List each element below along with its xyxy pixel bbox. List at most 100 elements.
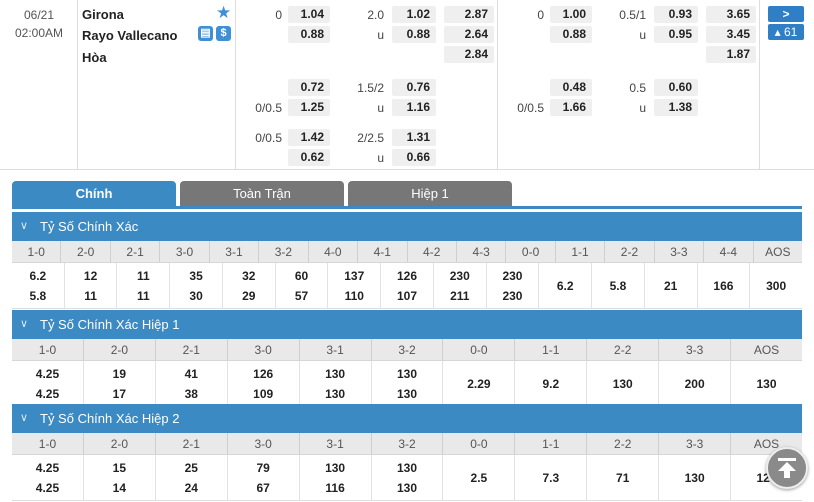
odds-cell[interactable]: 4.25 4.25 — [12, 361, 84, 406]
odds-cell[interactable]: 19 17 — [84, 361, 156, 406]
section-header[interactable]: ∨ Tỷ Số Chính Xác Hiệp 1 — [12, 310, 802, 339]
section-header[interactable]: ∨ Tỷ Số Chính Xác — [12, 212, 802, 241]
tab-full-match[interactable]: Toàn Trận — [180, 181, 344, 206]
odds-value: 130 — [684, 471, 705, 485]
odds-cell[interactable]: 0.62 — [288, 149, 330, 166]
total-line-value: u — [639, 101, 646, 115]
odds-cell[interactable]: 130 — [731, 361, 802, 406]
odds-cell[interactable]: 0.48 — [550, 79, 592, 96]
handicap-value: 0/0.5 — [255, 131, 282, 145]
next-arrow-button[interactable]: > — [768, 6, 804, 22]
chevron-down-icon[interactable]: ∨ — [20, 318, 29, 330]
odds-cell[interactable]: 1.04 — [288, 6, 330, 23]
star-icon[interactable]: ★ — [216, 3, 232, 22]
odds-value: 166 — [713, 279, 734, 293]
odds-cell[interactable]: 5.8 — [592, 263, 645, 308]
odds-value: 126 — [253, 367, 274, 381]
odds-cell[interactable]: 0.88 — [392, 26, 436, 43]
odds-cell[interactable]: 1.02 — [392, 6, 436, 23]
odds-value: 2.29 — [467, 377, 491, 391]
odds-cell[interactable]: 3.65 — [706, 6, 756, 23]
tab-first-half[interactable]: Hiệp 1 — [348, 181, 512, 206]
odds-cell[interactable]: 2.87 — [444, 6, 494, 23]
odds-cell[interactable]: 41 38 — [156, 361, 228, 406]
odds-cell[interactable]: 4.25 4.25 — [12, 455, 84, 500]
odds-cell[interactable]: 200 — [659, 361, 732, 406]
market-tabs: Chính Toàn Trận Hiệp 1 — [12, 181, 802, 209]
odds-cell[interactable]: 1.38 — [654, 99, 698, 116]
match-row: 06/21 02:00AM Girona Rayo Vallecano Hòa … — [0, 0, 814, 170]
more-markets-button[interactable]: ▴ 61 — [768, 24, 804, 40]
odds-cell[interactable]: 126 107 — [381, 263, 434, 308]
odds-cell[interactable]: 126 109 — [228, 361, 300, 406]
score-label: 3-3 — [659, 433, 732, 454]
odds-row: 0.88 u 0.88 2.64 — [236, 25, 498, 45]
odds-cell[interactable]: 21 — [645, 263, 698, 308]
odds-cell[interactable]: 6.2 5.8 — [12, 263, 65, 308]
odds-value: 107 — [396, 289, 418, 303]
odds-cell[interactable]: 300 — [750, 263, 802, 308]
odds-cell[interactable]: 1.87 — [706, 46, 756, 63]
odds-cell[interactable]: 32 29 — [223, 263, 276, 308]
odds-cell[interactable]: 130 130 — [300, 361, 372, 406]
chevron-down-icon[interactable]: ∨ — [20, 412, 29, 424]
odds-cell[interactable]: 2.84 — [444, 46, 494, 63]
odds-cell[interactable]: 11 11 — [117, 263, 171, 308]
chevron-down-icon[interactable]: ∨ — [20, 220, 29, 232]
score-header-row: 1-0 2-0 2-1 3-0 3-1 3-2 0-0 1-1 2-2 3-3 AOS — [12, 433, 802, 455]
odds-cell[interactable]: 0.93 — [654, 6, 698, 23]
away-team[interactable]: Rayo Vallecano — [82, 28, 178, 43]
odds-cell[interactable]: 137 110 — [328, 263, 382, 308]
odds-cell[interactable]: 230 211 — [434, 263, 487, 308]
odds-row: 0 1.00 0.5/1 0.93 3.65 — [498, 5, 760, 25]
odds-cell[interactable]: 1.31 — [392, 129, 436, 146]
odds-cell[interactable]: 0.72 — [288, 79, 330, 96]
odds-cell[interactable]: 60 57 — [276, 263, 329, 308]
section-title: Tỷ Số Chính Xác Hiệp 1 — [40, 317, 180, 332]
odds-cell[interactable]: 130 130 — [372, 361, 444, 406]
odds-cell[interactable]: 15 14 — [84, 455, 156, 500]
home-team[interactable]: Girona — [82, 7, 124, 22]
odds-cell[interactable]: 0.60 — [654, 79, 698, 96]
tab-main[interactable]: Chính — [12, 181, 176, 206]
odds-cell[interactable]: 0.66 — [392, 149, 436, 166]
correct-score-section: ∨ Tỷ Số Chính Xác 1-0 2-0 2-1 3-0 3-1 3-2 4-0 4-1… — [12, 212, 802, 309]
odds-value: 11 — [136, 269, 150, 283]
odds-cell[interactable]: 130 — [659, 455, 732, 500]
odds-cell[interactable]: 0.88 — [288, 26, 330, 43]
odds-cell[interactable]: 1.00 — [550, 6, 592, 23]
odds-cell[interactable]: 1.16 — [392, 99, 436, 116]
odds-cell[interactable]: 230 230 — [487, 263, 540, 308]
odds-cell[interactable]: 1.42 — [288, 129, 330, 146]
dollar-icon[interactable]: $ — [216, 26, 231, 41]
odds-cell[interactable]: 9.2 — [515, 361, 588, 406]
odds-cell[interactable]: 25 24 — [156, 455, 228, 500]
odds-cell[interactable]: 2.5 — [443, 455, 516, 500]
odds-cell[interactable]: 1.25 — [288, 99, 330, 116]
scroll-top-button[interactable] — [766, 447, 808, 489]
odds-cell[interactable]: 35 30 — [170, 263, 223, 308]
odds-value: 11 — [136, 289, 150, 303]
odds-cell[interactable]: 71 — [587, 455, 660, 500]
odds-cell[interactable]: 79 67 — [228, 455, 300, 500]
odds-cell[interactable]: 130 — [587, 361, 660, 406]
odds-cell[interactable]: 130 116 — [300, 455, 372, 500]
odds-cell[interactable]: 0.88 — [550, 26, 592, 43]
odds-cell[interactable]: 12 11 — [65, 263, 118, 308]
odds-cell[interactable]: 0.95 — [654, 26, 698, 43]
section-header[interactable]: ∨ Tỷ Số Chính Xác Hiệp 2 — [12, 404, 802, 433]
odds-cell[interactable]: 3.45 — [706, 26, 756, 43]
stats-icon[interactable]: ▤ — [198, 26, 213, 41]
score-label: AOS — [753, 437, 780, 451]
score-label: 3-0 — [228, 433, 300, 454]
odds-cell[interactable]: 2.29 — [443, 361, 516, 406]
odds-value: 35 — [189, 269, 203, 283]
odds-cell[interactable]: 130 130 — [372, 455, 444, 500]
odds-cell[interactable]: 7.3 — [515, 455, 588, 500]
odds-cell[interactable]: 1.66 — [550, 99, 592, 116]
odds-cell[interactable]: 0.76 — [392, 79, 436, 96]
odds-cell[interactable]: 6.2 — [539, 263, 593, 308]
odds-value: 79 — [256, 461, 270, 475]
odds-cell[interactable]: 166 — [698, 263, 751, 308]
odds-cell[interactable]: 2.64 — [444, 26, 494, 43]
